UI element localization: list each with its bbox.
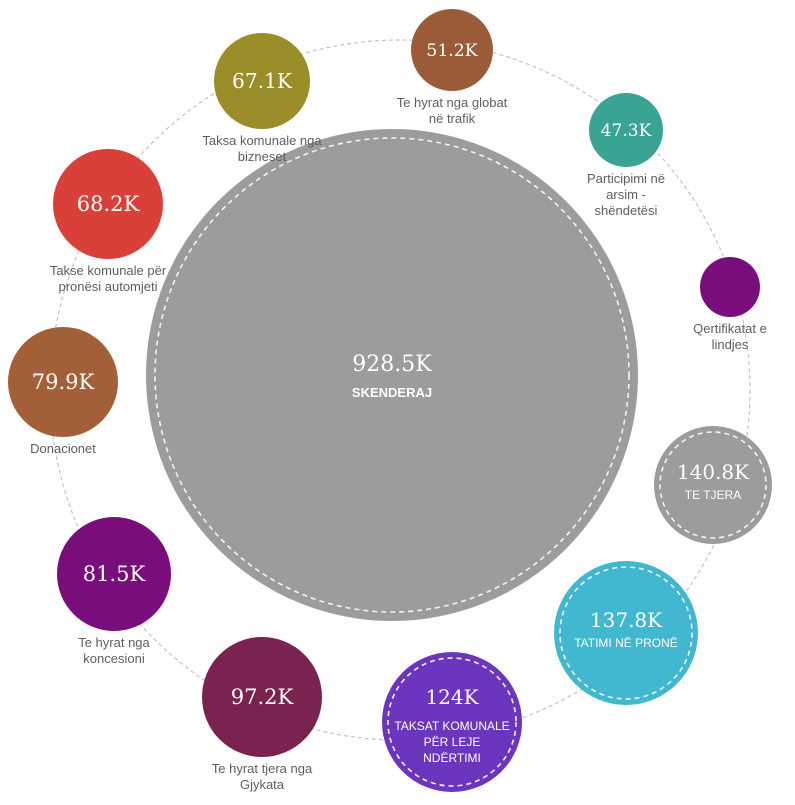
center-value: 928.5K <box>352 352 432 377</box>
bubble-value-7: 81.5K <box>83 562 146 586</box>
bubble-label-8: Donacionet <box>30 441 96 456</box>
bubble-label-0: Te hyrat nga globat <box>397 95 508 110</box>
bubble-label-1: shëndetësi <box>595 203 658 218</box>
bubble-10 <box>214 33 310 129</box>
bubble-value-4: 137.8K <box>590 608 663 632</box>
bubble-value-9: 68.2K <box>77 192 140 216</box>
bubble-7 <box>57 517 171 631</box>
bubble-label-7: koncesioni <box>83 651 145 666</box>
bubble-1 <box>589 93 663 167</box>
bubble-label-5: PËR LEJE <box>424 735 481 749</box>
bubble-2 <box>700 257 760 317</box>
bubble-label-10: Taksa komunale nga <box>202 133 322 148</box>
bubble-value-8: 79.9K <box>32 370 95 394</box>
bubble-label-3: TE TJERA <box>685 488 741 502</box>
bubble-label-9: Takse komunale për <box>50 263 167 278</box>
bubble-value-6: 97.2K <box>231 685 294 709</box>
center-label: SKENDERAJ <box>352 385 432 400</box>
bubble-dash-3 <box>659 431 767 539</box>
bubble-label-1: arsim - <box>606 187 646 202</box>
bubble-value-0: 51.2K <box>426 41 478 61</box>
bubble-label-9: pronësi automjeti <box>59 279 158 294</box>
bubble-label-4: TATIMI NË PRONË <box>574 636 678 650</box>
bubble-value-5: 124K <box>425 685 479 709</box>
bubble-5 <box>382 652 522 792</box>
bubble-label-5: NDËRTIMI <box>423 751 481 765</box>
bubble-label-2: Qertifikatat e <box>693 321 767 336</box>
bubble-6 <box>202 637 322 757</box>
center-bubble <box>146 129 638 621</box>
bubble-label-10: bizneset <box>238 149 287 164</box>
bubble-value-10: 67.1K <box>232 69 293 93</box>
bubble-label-5: TAKSAT KOMUNALE <box>394 719 509 733</box>
bubble-value-3: 140.8K <box>677 460 750 484</box>
bubble-0 <box>411 9 493 91</box>
bubble-label-2: lindjes <box>712 337 749 352</box>
bubble-dash-5 <box>387 657 517 787</box>
bubble-9 <box>53 149 163 259</box>
bubble-label-0: në trafik <box>429 111 476 126</box>
bubble-label-1: Participimi në <box>587 171 665 186</box>
bubble-dash-4 <box>559 566 693 700</box>
bubble-3 <box>654 426 772 544</box>
bubble-label-6: Gjykata <box>240 777 285 792</box>
center-bubble-dash <box>154 137 630 613</box>
bubble-4 <box>554 561 698 705</box>
bubble-label-7: Te hyrat nga <box>78 635 150 650</box>
bubble-8 <box>8 327 118 437</box>
bubble-label-6: Te hyrat tjera nga <box>212 761 313 776</box>
bubble-value-1: 47.3K <box>601 121 652 141</box>
